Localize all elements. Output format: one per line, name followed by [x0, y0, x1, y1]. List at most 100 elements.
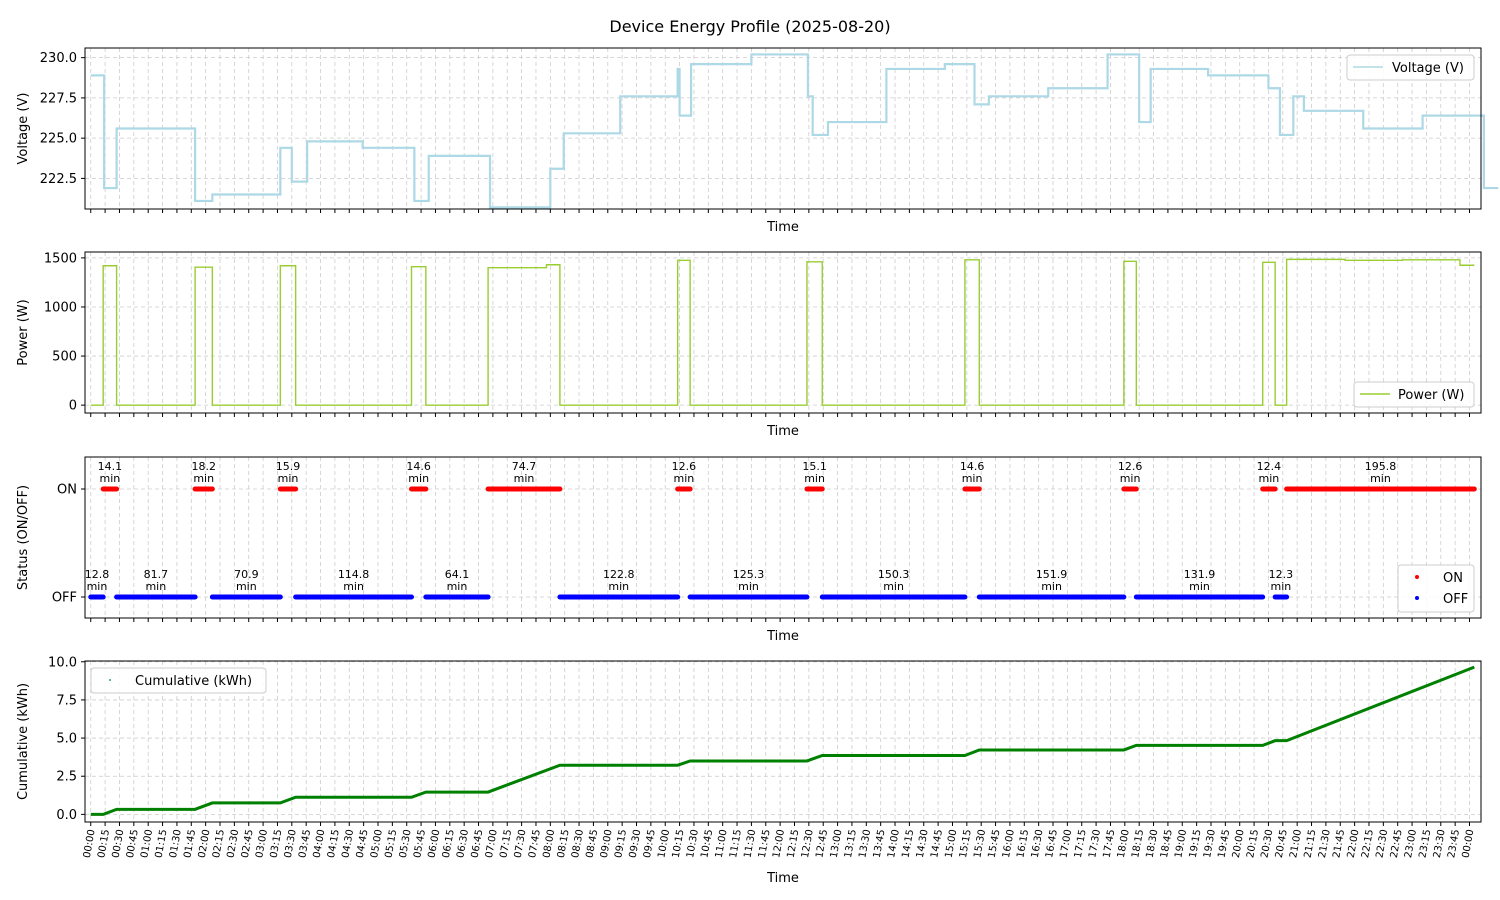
panel-1: 222.5 225.0 227.5 230.0 Voltage (V) Time Volta…	[16, 47, 1499, 235]
duration-unit-label: min	[1189, 580, 1210, 593]
duration-label: 131.9	[1184, 568, 1216, 581]
y-tick-label: OFF	[52, 591, 77, 606]
x-tick-label: 17:00	[1058, 829, 1074, 859]
x-tick-label: 09:00	[599, 829, 615, 859]
legend-off-label: OFF	[1443, 592, 1468, 607]
x-tick-label: 22:15	[1360, 829, 1376, 859]
duration-label: 195.8	[1365, 460, 1397, 473]
x-tick-label: 22:45	[1389, 829, 1405, 859]
duration-unit-label: min	[804, 472, 825, 485]
x-tick-label: 10:45	[699, 829, 715, 859]
legend-on-label: ON	[1443, 571, 1463, 586]
x-tick-label: 03:45	[297, 829, 313, 859]
x-tick-label: 19:15	[1188, 829, 1204, 859]
duration-label: 14.6	[406, 460, 431, 473]
x-tick-label: 02:00	[197, 829, 213, 859]
y-tick-label: 7.5	[56, 693, 77, 708]
duration-unit-label: min	[145, 580, 166, 593]
x-tick-label: 23:15	[1418, 829, 1434, 859]
panel-4: 0.0 2.5 5.0 7.5 10.0 Cumulative (kWh) Time Cumu…	[16, 655, 1482, 886]
x-tick-label: 19:45	[1216, 829, 1232, 859]
x-tick-label: 15:45	[987, 829, 1003, 859]
x-tick-label: 21:15	[1303, 829, 1319, 859]
x-tick-label: 16:15	[1015, 829, 1031, 859]
duration-unit-label: min	[514, 472, 535, 485]
x-tick-label: 18:00	[1116, 829, 1132, 859]
duration-unit-label: min	[193, 472, 214, 485]
legend-off-marker	[1415, 596, 1419, 600]
x-tick-label: 02:45	[240, 829, 256, 859]
x-tick-label: 17:15	[1073, 829, 1089, 859]
x-tick-label: 15:15	[958, 829, 974, 859]
x-tick-label: 01:30	[168, 829, 184, 859]
duration-label: 125.3	[733, 568, 765, 581]
x-tick-label: 08:30	[570, 829, 586, 859]
x-tick-label: 15:00	[944, 829, 960, 859]
x-tick-label: 08:00	[541, 829, 557, 859]
x-tick-label: 00:45	[125, 829, 141, 859]
y-axis-label: Status (ON/OFF)	[16, 485, 31, 590]
y-axis-label: Cumulative (kWh)	[16, 683, 31, 800]
x-tick-label: 05:15	[383, 829, 399, 859]
x-tick-label: 05:45	[412, 829, 428, 859]
legend-power-label: Power (W)	[1398, 388, 1464, 403]
x-axis-label: Time	[766, 220, 799, 235]
x-tick-label: 10:30	[685, 829, 701, 859]
x-tick-label: 12:45	[814, 829, 830, 859]
y-tick-label: 10.0	[48, 655, 77, 670]
x-tick-label: 18:15	[1130, 829, 1146, 859]
x-tick-label: 14:30	[915, 829, 931, 859]
x-tick-label: 05:00	[369, 829, 385, 859]
y-tick-label: 0.0	[56, 808, 77, 823]
x-tick-label: 22:30	[1374, 829, 1390, 859]
y-tick-label: 225.0	[40, 132, 77, 147]
duration-unit-label: min	[87, 580, 108, 593]
plot-frame	[84, 47, 1482, 210]
x-tick-label: 09:15	[613, 829, 629, 859]
x-tick-label: 06:00	[427, 829, 443, 859]
duration-label: 81.7	[144, 568, 169, 581]
duration-unit-label: min	[962, 472, 983, 485]
y-tick-label: 0	[69, 399, 77, 414]
x-tick-label: 08:15	[556, 829, 572, 859]
x-tick-label: 06:30	[455, 829, 471, 859]
x-tick-label: 20:45	[1274, 829, 1290, 859]
duration-label: 150.3	[878, 568, 910, 581]
x-tick-label: 21:00	[1288, 829, 1304, 859]
x-tick-label: 01:45	[182, 829, 198, 859]
y-tick-label: 227.5	[40, 91, 77, 106]
x-tick-label: 09:30	[628, 829, 644, 859]
x-tick-label: 01:00	[139, 829, 155, 859]
y-tick-label: 230.0	[40, 51, 77, 66]
x-tick-label: 07:30	[513, 829, 529, 859]
duration-label: 74.7	[512, 460, 537, 473]
x-tick-label: 04:30	[340, 829, 356, 859]
x-tick-label: 14:45	[929, 829, 945, 859]
x-tick-label: 00:30	[111, 829, 127, 859]
x-tick-label: 21:45	[1331, 829, 1347, 859]
legend-box	[1353, 381, 1475, 408]
x-tick-label: 10:15	[671, 829, 687, 859]
y-tick-label: 2.5	[56, 770, 77, 785]
x-tick-label: 18:45	[1159, 829, 1175, 859]
x-tick-label: 04:00	[312, 829, 328, 859]
x-tick-label: 14:00	[886, 829, 902, 859]
x-tick-label: 06:15	[441, 829, 457, 859]
y-tick-label: 1500	[44, 251, 77, 266]
x-tick-label: 15:30	[972, 829, 988, 859]
duration-unit-label: min	[1259, 472, 1280, 485]
duration-label: 15.9	[276, 460, 301, 473]
duration-label: 151.9	[1036, 568, 1068, 581]
x-tick-label: 13:30	[857, 829, 873, 859]
x-tick-label: 13:45	[872, 829, 888, 859]
duration-unit-label: min	[1120, 472, 1141, 485]
x-tick-label: 04:15	[326, 829, 342, 859]
duration-label: 12.6	[672, 460, 697, 473]
x-tick-label: 03:15	[269, 829, 285, 859]
x-tick-label: 02:30	[225, 829, 241, 859]
x-tick-label: 03:00	[254, 829, 270, 859]
x-tick-label: 09:45	[642, 829, 658, 859]
x-tick-label: 14:15	[901, 829, 917, 859]
duration-label: 12.4	[1257, 460, 1282, 473]
